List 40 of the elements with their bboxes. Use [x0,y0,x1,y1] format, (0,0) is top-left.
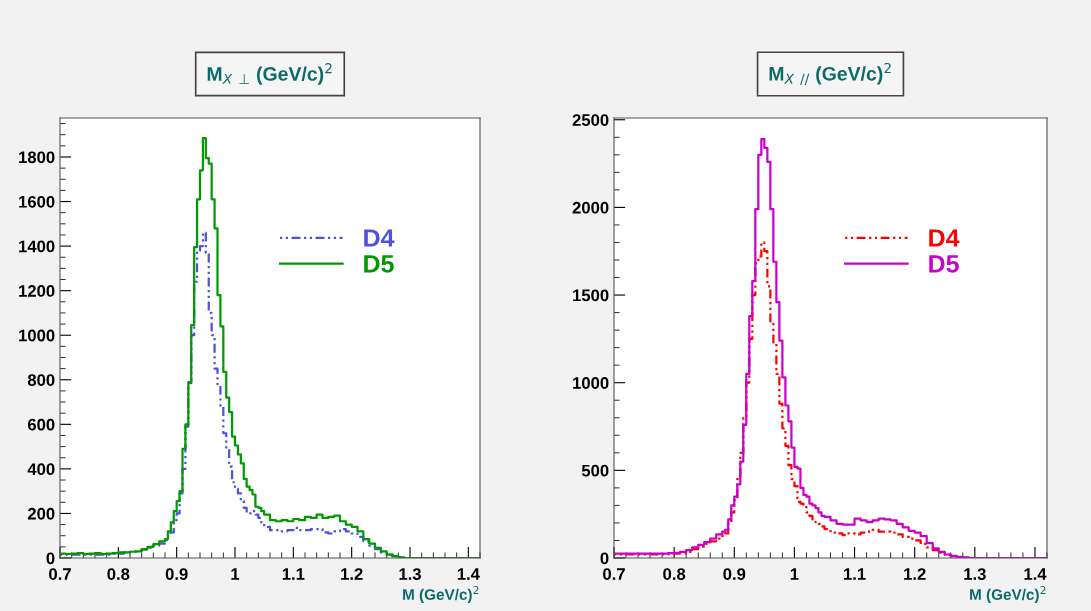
x-tick-label: 1.4 [457,568,480,580]
x-axis-title: M (GeV/c)$^{2}$ [403,586,479,603]
y-tick-label: 1000 [573,377,609,389]
y-tick-label: 800 [27,374,55,386]
legend-label: D5 [929,255,959,273]
x-tick-label: 1 [231,568,240,580]
x-tick-label: 0.8 [107,568,130,580]
x-tick-label: 0.7 [603,568,625,580]
x-tick-label: 1.1 [282,568,305,580]
x-tick-label: 1 [790,568,799,580]
y-tick-label: 200 [27,507,55,520]
x-tick-label: 1.3 [399,568,421,580]
y-tick-label: 1200 [19,285,55,297]
legend-label: D4 [929,229,960,247]
y-tick-label: 0 [600,552,609,565]
y-tick-label: 1000 [19,329,55,342]
x-tick-label: 1.3 [964,568,986,580]
y-tick-label: 400 [27,463,55,476]
y-tick-label: 1600 [19,195,55,208]
y-tick-label: 1400 [19,240,55,253]
x-tick-label: 1.1 [844,568,866,580]
y-tick-label: 600 [27,418,55,431]
x-tick-label: 0.7 [49,568,71,580]
x-tick-label: 0.8 [663,568,686,580]
legend-label: D4 [364,229,395,247]
y-tick-label: 2000 [572,201,609,214]
x-tick-label: 1.2 [904,568,926,580]
x-tick-label: 0.9 [165,568,188,580]
x-axis-title: M (GeV/c)$^{2}$ [970,586,1046,603]
x-tick-label: 1.2 [341,568,363,580]
x-tick-label: 0.9 [723,568,746,580]
chart-title: M$_{X ⊥}$ (GeV/c)$^{2}$ [207,63,332,85]
y-tick-label: 1500 [573,289,609,302]
y-tick-label: 0 [46,552,55,565]
y-tick-label: 2500 [572,114,609,126]
y-tick-label: 1800 [19,151,55,164]
chart-title: M$_{X //}$ (GeV/c)$^{2}$ [769,62,891,85]
x-tick-label: 1.4 [1024,568,1047,580]
y-tick-label: 500 [581,464,609,477]
legend-label: D5 [364,255,394,273]
